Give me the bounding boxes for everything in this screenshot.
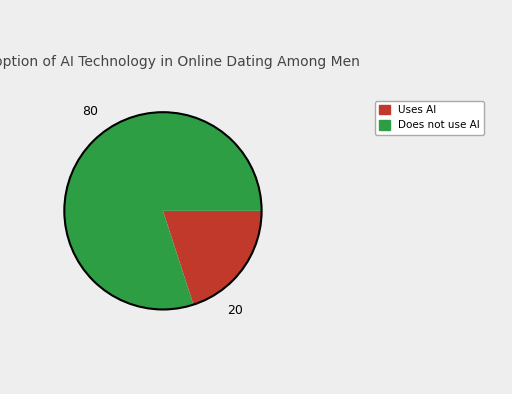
- Legend: Uses AI, Does not use AI: Uses AI, Does not use AI: [375, 100, 484, 135]
- Text: 20: 20: [227, 304, 243, 317]
- Title: Adoption of AI Technology in Online Dating Among Men: Adoption of AI Technology in Online Dati…: [0, 55, 360, 69]
- Wedge shape: [163, 211, 262, 305]
- Text: 80: 80: [82, 104, 98, 117]
- Wedge shape: [65, 112, 262, 309]
